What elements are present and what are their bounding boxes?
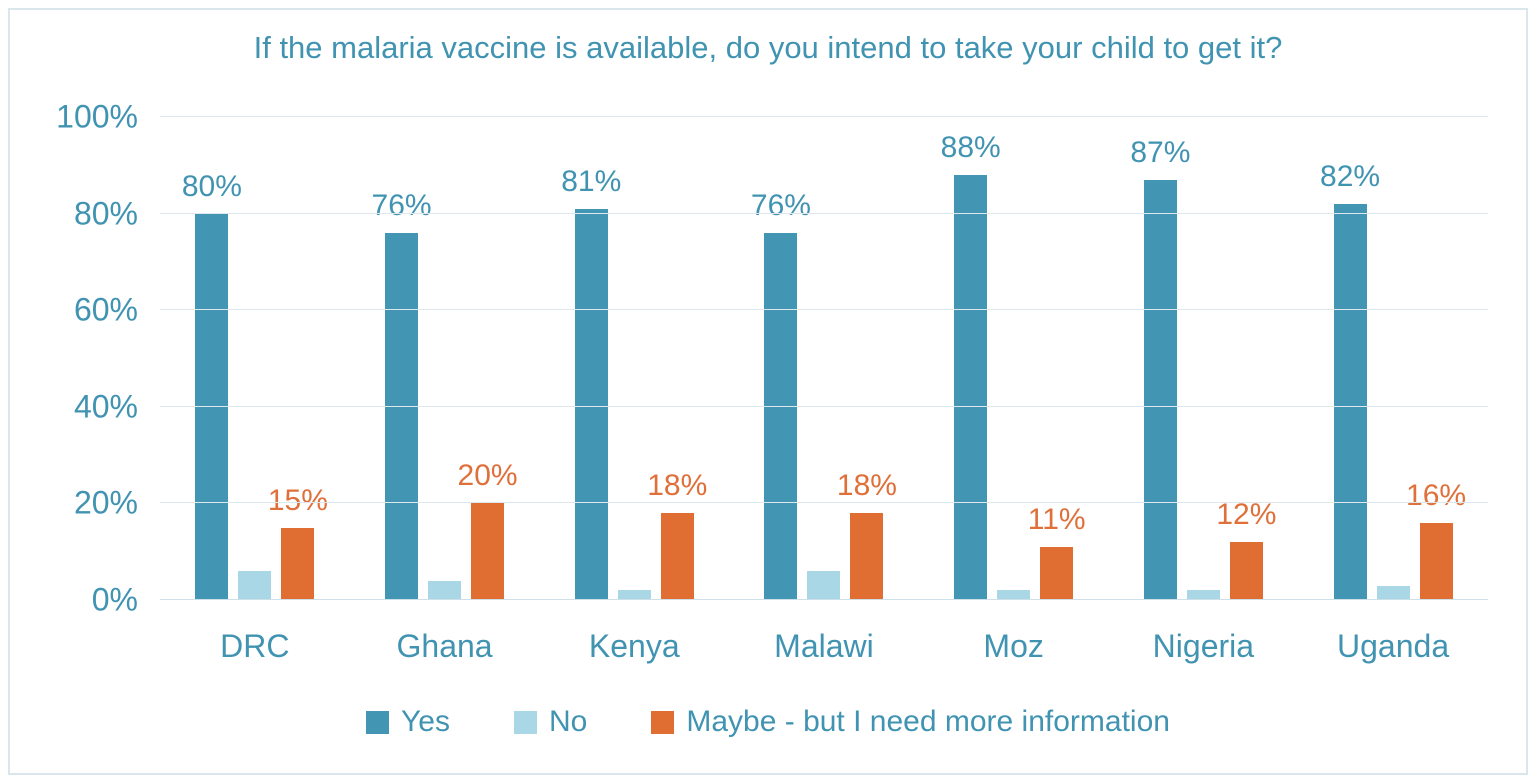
x-axis-category-label: Ghana <box>396 628 493 664</box>
bar-group-ghana: 76% 20% Ghana <box>372 117 518 664</box>
x-axis-category-label: Kenya <box>588 628 680 664</box>
bar-value-label: 12% <box>1216 498 1277 532</box>
bar-no-kenya <box>617 590 651 600</box>
bar-yes-uganda: 82% <box>1320 160 1380 600</box>
bar-value-label: 80% <box>181 169 242 203</box>
legend-label: Maybe - but I need more information <box>686 705 1170 738</box>
bar-value-label: 82% <box>1320 159 1381 193</box>
bar-value-label: 11% <box>1027 502 1086 536</box>
x-axis-category-label: Nigeria <box>1152 628 1255 664</box>
bar-no-moz <box>997 590 1031 600</box>
bar-maybe-nigeria: 12% <box>1216 498 1276 600</box>
bar-no-malawi <box>807 571 841 600</box>
chart-title: If the malaria vaccine is available, do … <box>253 30 1283 65</box>
y-axis-tick-label: 40% <box>73 388 138 425</box>
bar-yes-kenya: 81% <box>561 165 621 600</box>
bar-value-label: 81% <box>561 164 622 198</box>
gridline-40 <box>160 405 1488 407</box>
y-axis-tick-label: 20% <box>73 484 138 521</box>
bar-group-nigeria: 87% 12% Nigeria <box>1130 117 1276 664</box>
gridline-80 <box>160 212 1488 214</box>
bar-value-label: 18% <box>647 469 708 503</box>
bar-groups-container: 80% 15% DRC 76% 20% Ghana 81% 18% Kenya 76% 18% Mal… <box>160 117 1488 664</box>
bar-group-drc: 80% 15% DRC <box>182 117 328 664</box>
bar-value-label: 76% <box>371 188 432 222</box>
bar-maybe-uganda: 16% <box>1406 479 1466 600</box>
legend: Yes No Maybe - but I need more information <box>0 705 1536 739</box>
bar-value-label: 16% <box>1406 478 1467 512</box>
bar-maybe-ghana: 20% <box>458 459 518 600</box>
bar-value-label: 88% <box>940 130 1001 164</box>
bar-group-kenya: 81% 18% Kenya <box>561 117 707 664</box>
legend-label: No <box>549 705 588 738</box>
bar-value-label: 18% <box>836 469 897 503</box>
legend-item-maybe: Maybe - but I need more information <box>651 705 1170 739</box>
bar-no-uganda <box>1376 585 1410 600</box>
bar-no-drc <box>238 571 272 600</box>
bar-yes-moz: 88% <box>941 131 1001 600</box>
legend-swatch-icon <box>651 710 675 734</box>
bar-group-uganda: 82% 16% Uganda <box>1320 117 1466 664</box>
bar-value-label: 20% <box>457 459 518 493</box>
bar-no-nigeria <box>1186 590 1220 600</box>
y-axis-tick-label: 0% <box>91 581 138 618</box>
gridline-60 <box>160 309 1488 311</box>
bar-maybe-drc: 15% <box>268 484 328 600</box>
gridline-0 <box>160 599 1488 600</box>
bar-maybe-kenya: 18% <box>647 469 707 600</box>
x-axis-category-label: DRC <box>220 628 290 664</box>
bar-no-ghana <box>428 580 462 600</box>
y-axis-tick-label: 60% <box>73 291 138 328</box>
bar-yes-ghana: 76% <box>372 189 432 600</box>
bar-yes-nigeria: 87% <box>1130 136 1190 600</box>
y-axis-tick-label: 100% <box>56 98 138 135</box>
x-axis-category-label: Moz <box>983 628 1044 664</box>
bar-value-label: 15% <box>267 483 328 517</box>
legend-item-no: No <box>514 705 587 739</box>
bar-group-moz: 88% 11% Moz <box>941 117 1086 664</box>
bar-value-label: 76% <box>750 188 811 222</box>
bar-group-malawi: 76% 18% Malawi <box>751 117 897 664</box>
bar-maybe-malawi: 18% <box>837 469 897 600</box>
legend-label: Yes <box>401 705 450 738</box>
bar-value-label: 87% <box>1130 135 1191 169</box>
plot-area: 80% 15% DRC 76% 20% Ghana 81% 18% Kenya 76% 18% Mal… <box>56 99 1488 664</box>
legend-swatch-icon <box>366 710 390 734</box>
x-axis-category-label: Malawi <box>774 628 874 664</box>
bar-yes-malawi: 76% <box>751 189 811 600</box>
bar-maybe-moz: 11% <box>1028 503 1086 600</box>
legend-swatch-icon <box>514 710 537 734</box>
y-axis-tick-label: 80% <box>73 195 138 232</box>
x-axis-category-label: Uganda <box>1337 628 1450 664</box>
gridline-20 <box>160 502 1488 504</box>
gridline-100 <box>160 116 1488 117</box>
legend-item-yes: Yes <box>366 705 450 739</box>
